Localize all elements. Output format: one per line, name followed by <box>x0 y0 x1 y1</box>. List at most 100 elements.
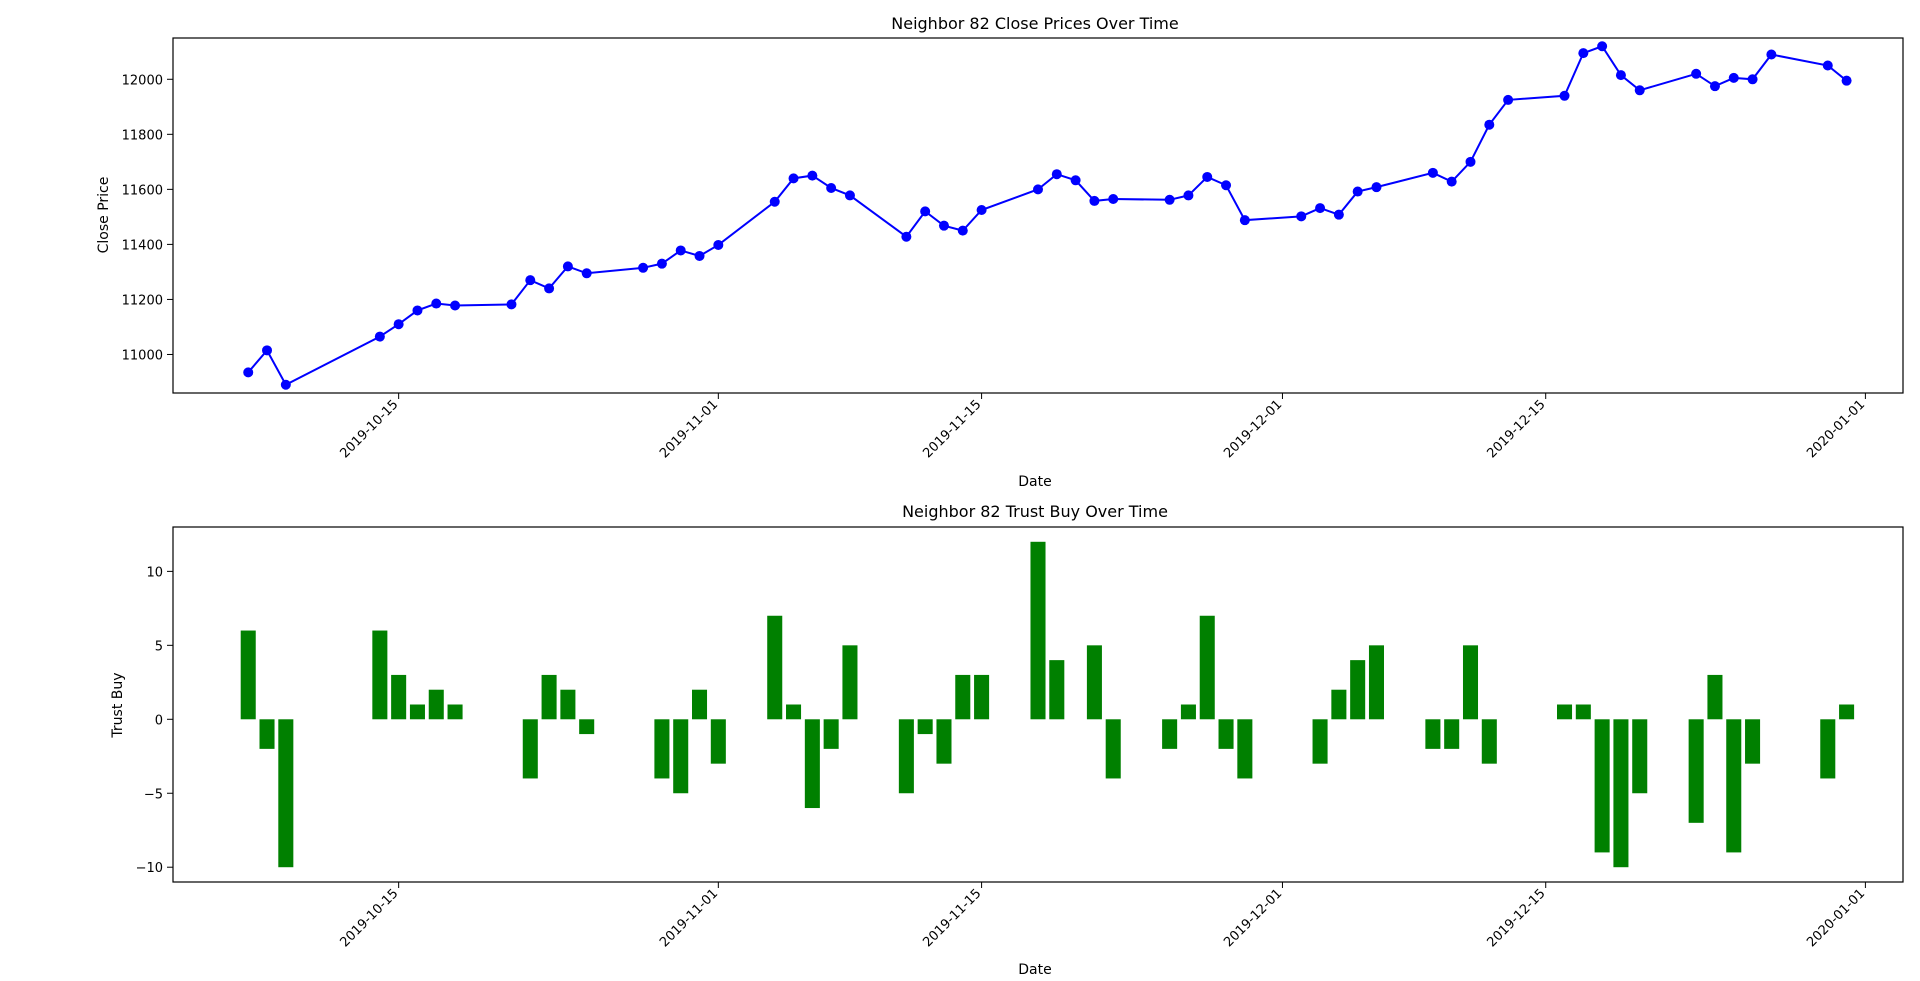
bar <box>259 719 275 749</box>
bar <box>1462 645 1479 720</box>
bar <box>1237 719 1253 779</box>
data-point <box>412 305 423 316</box>
data-point <box>920 206 931 217</box>
chart-title: Neighbor 82 Close Prices Over Time <box>891 14 1178 33</box>
x-tick-label: 2019-12-01 <box>1221 886 1285 950</box>
y-tick-label: 5 <box>155 639 163 654</box>
bar <box>1575 704 1591 720</box>
data-point <box>694 250 705 261</box>
bar <box>560 689 576 720</box>
bar <box>786 704 802 720</box>
data-point <box>901 231 912 242</box>
bar <box>804 719 820 809</box>
y-tick-label: 11200 <box>122 293 163 308</box>
x-tick-label: 2019-10-15 <box>337 886 401 950</box>
data-point <box>431 298 442 309</box>
plot-frame <box>172 526 1904 883</box>
bar <box>1218 719 1234 749</box>
data-point <box>1615 70 1626 81</box>
data-point <box>450 300 461 311</box>
bar <box>710 719 726 764</box>
data-point <box>581 268 592 279</box>
data-point <box>1578 48 1589 59</box>
plot-area: 11000 11200 11400 11600 11800 12000 2019-10-15… <box>122 37 1904 461</box>
x-axis-label: Date <box>1018 474 1051 490</box>
y-tick-label: −10 <box>136 861 163 876</box>
bar <box>955 674 971 720</box>
x-tick-label: 2019-11-01 <box>657 886 721 950</box>
bar <box>1726 719 1742 853</box>
data-point <box>826 182 837 193</box>
bar <box>1350 660 1366 720</box>
data-point <box>1315 203 1326 214</box>
data-point <box>1352 186 1363 197</box>
data-point <box>243 367 254 378</box>
y-tick-label: 11000 <box>122 348 163 363</box>
data-point <box>1033 184 1043 195</box>
data-point <box>1164 194 1175 205</box>
y-tick-label: 10 <box>146 565 163 580</box>
bar <box>1049 660 1065 720</box>
bar <box>409 704 425 720</box>
x-tick-label: 2020-01-01 <box>1804 397 1868 461</box>
bar <box>240 630 256 720</box>
bar <box>1613 719 1629 868</box>
bar <box>1557 704 1573 720</box>
data-point <box>393 319 404 330</box>
data-point <box>1465 156 1476 167</box>
data-point <box>1766 49 1777 60</box>
bar <box>1331 689 1347 720</box>
data-point <box>1503 94 1514 105</box>
data-point <box>1108 193 1119 204</box>
data-point <box>1371 182 1382 193</box>
data-point <box>957 225 968 236</box>
data-point <box>525 275 536 286</box>
data-point <box>675 245 686 256</box>
data-point <box>1296 211 1307 222</box>
bar <box>1444 719 1460 749</box>
data-point <box>976 205 987 215</box>
data-point <box>938 220 949 231</box>
data-point <box>1841 75 1852 86</box>
data-point <box>1051 169 1062 180</box>
bar <box>1632 719 1648 794</box>
x-tick-label: 2019-11-01 <box>657 397 721 461</box>
data-point <box>1221 180 1232 191</box>
bar <box>1086 645 1102 720</box>
y-tick-label: −5 <box>144 787 163 802</box>
data-point <box>1202 171 1213 182</box>
data-point <box>262 345 273 356</box>
bar <box>974 674 990 720</box>
data-point <box>1446 176 1457 187</box>
bar <box>1707 674 1723 720</box>
bar <box>522 719 538 779</box>
bar <box>1839 704 1855 720</box>
data-point <box>1728 72 1739 83</box>
close-price-chart: Neighbor 82 Close Prices Over Time Date … <box>96 14 1904 490</box>
y-tick-label: 12000 <box>122 73 163 88</box>
trust-buy-chart: Neighbor 82 Trust Buy Over Time Date Tru… <box>110 502 1904 978</box>
bar <box>1312 719 1328 764</box>
y-tick-label: 11800 <box>122 128 163 143</box>
bar <box>428 689 444 720</box>
bar <box>372 630 388 720</box>
plot-area: −10 −5 0 5 10 2019-10-15 2019-11-01 2019-11-15 2… <box>136 526 1904 950</box>
data-point <box>562 261 573 272</box>
bar <box>823 719 839 749</box>
data-point <box>656 258 667 269</box>
chart-title: Neighbor 82 Trust Buy Over Time <box>902 502 1168 521</box>
data-point <box>844 190 855 201</box>
data-point <box>506 299 517 310</box>
data-point <box>1634 85 1645 96</box>
data-point <box>1691 68 1702 79</box>
data-point <box>1597 41 1608 52</box>
data-point <box>788 173 799 184</box>
y-axis-label: Trust Buy <box>110 672 126 738</box>
data-point <box>638 262 649 273</box>
data-point <box>1427 167 1438 178</box>
bar <box>1425 719 1441 749</box>
data-point <box>1070 175 1081 186</box>
bar <box>898 719 914 794</box>
bar <box>1820 719 1836 779</box>
